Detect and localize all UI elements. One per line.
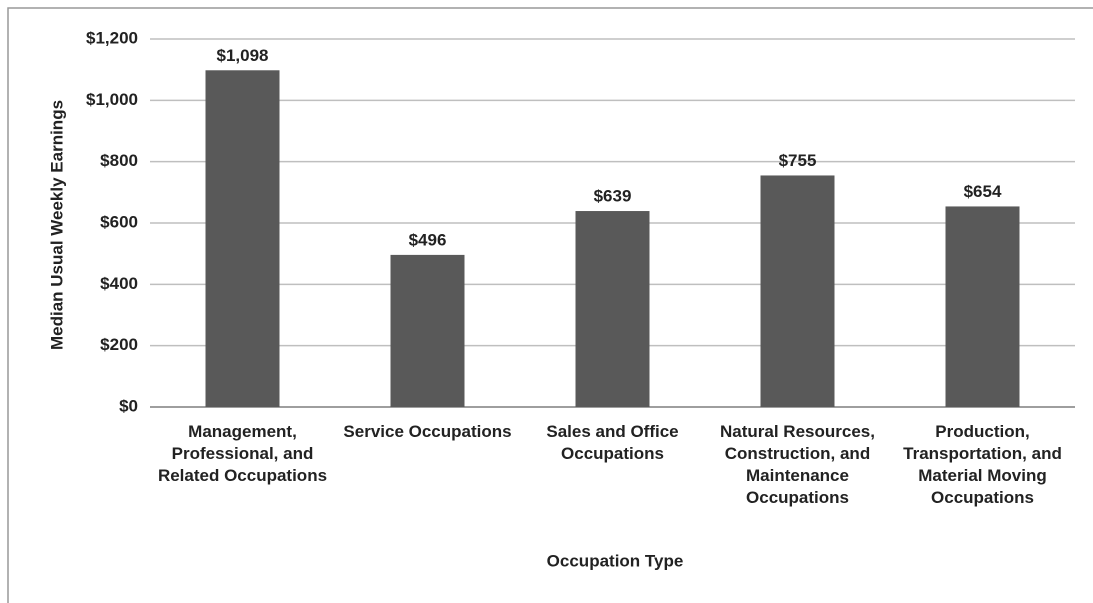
- x-tick-label: Management, Professional, and Related Oc…: [157, 422, 328, 485]
- x-tick-label: Natural Resources, Construction, and Mai…: [720, 422, 875, 507]
- bar: [390, 254, 465, 407]
- x-tick-label: Production, Transportation, and Material…: [903, 422, 1062, 507]
- y-tick-label: $600: [100, 212, 138, 231]
- data-label: $1,098: [217, 46, 269, 65]
- data-label: $654: [964, 182, 1002, 201]
- y-tick-label: $1,000: [86, 90, 138, 109]
- x-axis-title: Occupation Type: [547, 551, 684, 570]
- bar: [205, 70, 280, 407]
- bar: [760, 175, 835, 407]
- data-label: $496: [409, 230, 447, 249]
- bar: [575, 211, 650, 407]
- bar: [945, 206, 1020, 407]
- data-label: $639: [594, 187, 632, 206]
- y-tick-label: $200: [100, 335, 138, 354]
- y-tick-label: $800: [100, 151, 138, 170]
- data-label: $755: [779, 151, 817, 170]
- x-tick-label: Sales and Office Occupations: [546, 422, 679, 463]
- y-tick-label: $400: [100, 274, 138, 293]
- y-axis-title: Median Usual Weekly Earnings: [47, 100, 66, 350]
- x-tick-label: Service Occupations: [343, 422, 512, 441]
- frame: [7, 7, 1093, 603]
- y-tick-label: $0: [119, 396, 138, 415]
- y-tick-label: $1,200: [86, 28, 138, 47]
